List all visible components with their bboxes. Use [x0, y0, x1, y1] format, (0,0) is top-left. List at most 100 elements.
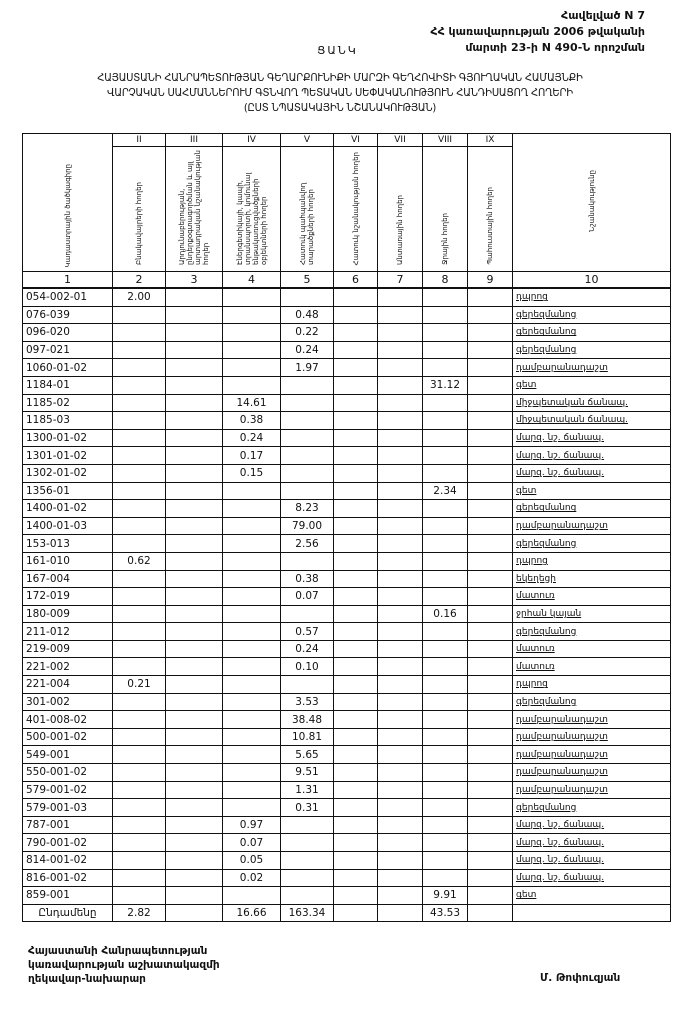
area-cell	[165, 375, 223, 395]
column-header-text: Ջրային հողեր	[441, 213, 449, 265]
purpose-cell: դպրոց	[512, 675, 671, 694]
area-cell	[280, 446, 334, 465]
area-cell: 0.17	[222, 446, 281, 465]
area-cell	[280, 411, 334, 430]
area-cell: 0.21	[112, 675, 166, 694]
area-cell	[165, 745, 223, 765]
table-row: 1302-01-02 0.15 մարզ. նշ. ճանապ.	[22, 463, 671, 483]
area-cell	[112, 516, 166, 536]
table-row: 790-001-02 0.07 մարզ. նշ. ճանապ.	[22, 833, 671, 852]
area-cell	[467, 463, 513, 483]
area-cell	[377, 428, 423, 448]
area-cell	[377, 305, 423, 325]
purpose-cell: մատուռ	[512, 587, 671, 606]
area-cell	[422, 868, 468, 888]
area-cell	[333, 463, 378, 483]
area-cell	[112, 534, 166, 553]
area-cell: 5.65	[280, 745, 334, 765]
column-number: 2	[112, 271, 166, 289]
column-number: 1	[22, 271, 113, 289]
area-cell	[377, 287, 423, 307]
area-cell	[333, 675, 378, 694]
footer-line-1: Հայաստանի Հանրապետության	[28, 945, 208, 957]
area-cell	[422, 428, 468, 448]
area-cell	[165, 815, 223, 835]
area-cell	[467, 375, 513, 395]
column-header-3: Արդյունաբերության, ընդերքօգտագործման և ա…	[165, 146, 223, 272]
table-row: 401-008-02 38.48 դամբարանադաշտ	[22, 710, 671, 729]
cadastral-code: 814-001-02	[22, 851, 113, 870]
area-cell	[422, 287, 468, 307]
table-row: 1356-01 2.34 գետ	[22, 481, 671, 501]
area-cell	[333, 639, 378, 659]
area-cell	[422, 675, 468, 694]
area-cell	[165, 604, 223, 624]
area-cell	[333, 851, 378, 870]
area-cell	[422, 411, 468, 430]
area-cell	[112, 499, 166, 518]
area-cell	[165, 833, 223, 852]
area-cell	[112, 411, 166, 430]
purpose-cell: եկեղեցի	[512, 569, 671, 589]
area-cell	[112, 604, 166, 624]
area-cell	[280, 833, 334, 852]
area-cell	[280, 393, 334, 413]
cadastral-code: 1184-01	[22, 375, 113, 395]
area-cell	[422, 657, 468, 677]
column-number: 6	[333, 271, 378, 289]
purpose-cell: մարզ. նշ. ճանապ.	[512, 428, 671, 448]
area-cell	[467, 745, 513, 765]
table-row: 1400-01-02 8.23 գերեզմանոց	[22, 499, 671, 518]
roman-numeral: IV	[222, 133, 281, 147]
column-header-6: Հատուկ նշանակության հողեր	[333, 146, 378, 272]
area-cell: 0.22	[280, 323, 334, 342]
area-cell	[467, 340, 513, 360]
table-row: 221-004 0.21 դպրոց	[22, 675, 671, 694]
area-cell	[165, 393, 223, 413]
purpose-cell: դամբարանադաշտ	[512, 763, 671, 782]
total-row: Ընդամենը 2.82 16.66 163.34 43.53	[22, 903, 671, 922]
table-row: 1184-01 31.12 գետ	[22, 375, 671, 395]
column-header-5: Հատուկ պահպանվող տարածքների հողեր	[280, 146, 334, 272]
area-cell	[333, 534, 378, 553]
area-cell	[422, 833, 468, 852]
area-cell	[222, 499, 281, 518]
area-cell	[422, 340, 468, 360]
area-cell	[222, 780, 281, 800]
area-cell: 2.56	[280, 534, 334, 553]
area-cell	[222, 622, 281, 641]
area-cell	[377, 358, 423, 377]
purpose-cell: մարզ. նշ. ճանապ.	[512, 868, 671, 888]
purpose-cell: գետ	[512, 375, 671, 395]
area-cell	[467, 851, 513, 870]
area-cell	[333, 868, 378, 888]
area-cell	[112, 692, 166, 712]
footer-line-3: ղեկավար-նախարար	[28, 973, 146, 985]
cadastral-code: 054-002-01	[22, 287, 113, 307]
area-cell	[422, 446, 468, 465]
area-cell	[467, 323, 513, 342]
area-cell	[222, 639, 281, 659]
area-cell	[165, 534, 223, 553]
area-cell	[422, 727, 468, 747]
column-number-row: 1 2 3 4 5 6 7 8 9 10	[22, 271, 671, 289]
area-cell	[422, 639, 468, 659]
cadastral-code: 221-004	[22, 675, 113, 694]
cadastral-code: 180-009	[22, 604, 113, 624]
area-cell	[467, 516, 513, 536]
area-cell	[165, 516, 223, 536]
table-row: 579-001-02 1.31 դամբարանադաշտ	[22, 780, 671, 800]
column-header-8: Ջրային հողեր	[422, 146, 468, 272]
purpose-cell: դամբարանադաշտ	[512, 727, 671, 747]
cadastral-code: 1302-01-02	[22, 463, 113, 483]
purpose-cell: գետ	[512, 481, 671, 501]
area-cell	[377, 692, 423, 712]
purpose-cell: դամբարանադաշտ	[512, 358, 671, 377]
area-cell	[280, 428, 334, 448]
roman-numeral: III	[165, 133, 223, 147]
table-row: 1300-01-02 0.24 մարզ. նշ. ճանապ.	[22, 428, 671, 448]
area-cell: 1.97	[280, 358, 334, 377]
title-line-2: ՎԱՐՉԱԿԱՆ ՍԱՀՄԱՆՆԵՐՈՒՄ ԳՏՆՎՈՂ ՊԵՏԱԿԱՆ ՍԵՓ…	[107, 87, 573, 99]
land-table: Կադաստրային ծածկագիրը II III IV V VI VII VIII IX…	[22, 133, 671, 922]
table-row: 1185-02 14.61 միջպետական ճանապ.	[22, 393, 671, 413]
